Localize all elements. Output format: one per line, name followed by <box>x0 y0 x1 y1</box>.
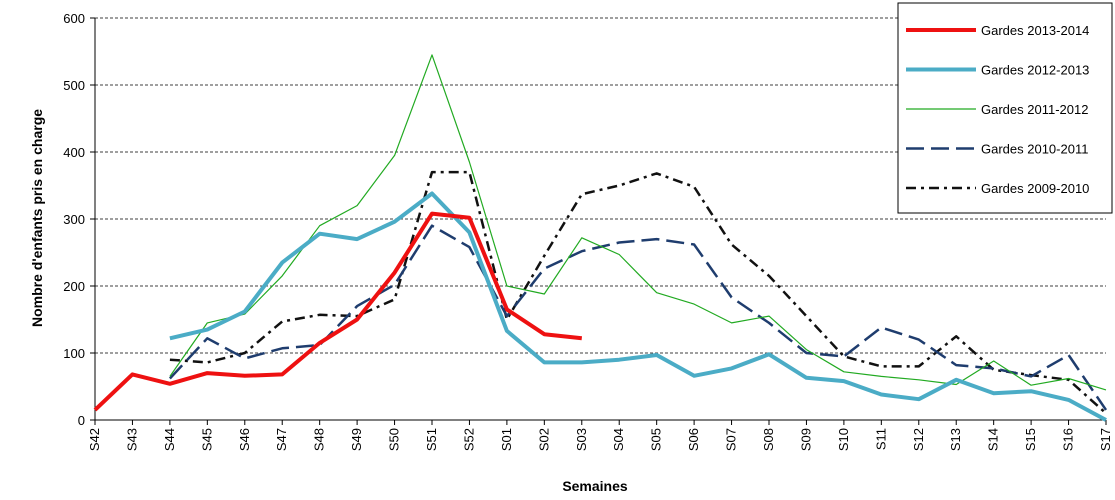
series-lines <box>93 54 1108 422</box>
x-tick-label: S45 <box>199 428 214 451</box>
x-tick-label: S50 <box>387 428 402 451</box>
x-tick-label: S02 <box>536 428 551 451</box>
legend: Gardes 2013-2014 Gardes 2012-2013 Gardes 2… <box>897 2 1113 214</box>
series-line-gardes-2013-2014 <box>93 211 583 412</box>
legend-label: Gardes 2010-2011 <box>981 142 1088 157</box>
series-line-gardes-2012-2013 <box>169 191 1107 422</box>
legend-label: Gardes 2009-2010 <box>981 181 1089 196</box>
x-tick-label: S51 <box>424 428 439 451</box>
x-tick-label: S48 <box>312 428 327 451</box>
x-tick-label: S15 <box>1023 428 1038 451</box>
x-tick-label: S14 <box>986 428 1001 451</box>
x-tick-label: S04 <box>611 428 626 451</box>
legend-label: Gardes 2011-2012 <box>981 102 1088 117</box>
x-tick-label: S07 <box>724 428 739 451</box>
x-tick-label: S11 <box>873 428 888 450</box>
axes <box>90 17 1107 425</box>
y-tick-label: 100 <box>63 346 85 361</box>
y-tick-label: 200 <box>63 279 85 294</box>
series-line-gardes-2009-2010 <box>169 170 1107 415</box>
y-axis-label: Nombre d'enfants pris en charge <box>29 109 45 327</box>
x-tick-label: S44 <box>162 428 177 451</box>
x-tick-label: S09 <box>798 428 813 451</box>
legend-label: Gardes 2013-2014 <box>981 23 1089 38</box>
x-tick-label: S42 <box>87 428 102 451</box>
x-tick-label: S17 <box>1098 428 1113 451</box>
x-tick-label: S16 <box>1061 428 1076 451</box>
y-tick-label: 400 <box>63 145 85 160</box>
y-tick-labels: 0 100 200 300 400 500 600 <box>63 11 85 428</box>
legend-label: Gardes 2012-2013 <box>981 63 1089 78</box>
x-tick-label: S46 <box>237 428 252 451</box>
y-tick-label: 500 <box>63 78 85 93</box>
x-tick-label: S05 <box>649 428 664 451</box>
x-tick-labels: S42 S43 S44 S45 S46 S47 S48 S49 S50 S51 S52 S01 S02 S… <box>87 428 1113 451</box>
y-tick-label: 600 <box>63 11 85 26</box>
x-tick-label: S52 <box>461 428 476 451</box>
x-tick-label: S12 <box>911 428 926 451</box>
x-tick-label: S08 <box>761 428 776 451</box>
x-axis-label: Semaines <box>562 478 628 494</box>
x-tick-label: S03 <box>574 428 589 451</box>
x-tick-label: S43 <box>124 428 139 451</box>
y-tick-label: 0 <box>78 413 85 428</box>
x-tick-label: S13 <box>948 428 963 451</box>
x-tick-label: S06 <box>686 428 701 451</box>
y-tick-label: 300 <box>63 212 85 227</box>
x-tick-label: S10 <box>836 428 851 451</box>
x-tick-label: S49 <box>349 428 364 451</box>
x-tick-label: S01 <box>499 428 514 451</box>
x-tick-label: S47 <box>274 428 289 451</box>
legend-box <box>897 2 1113 214</box>
